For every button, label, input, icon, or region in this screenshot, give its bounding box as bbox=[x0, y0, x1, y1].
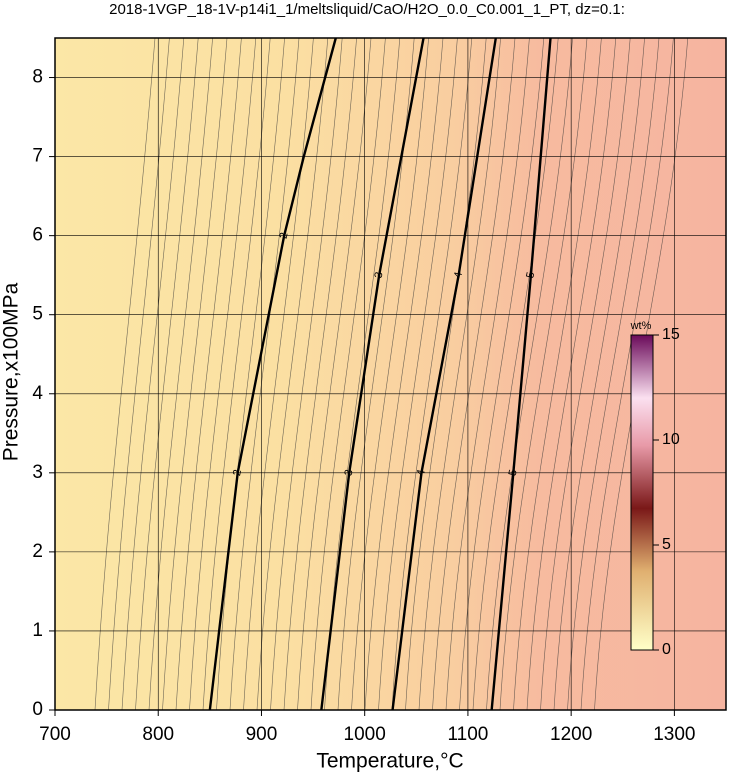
x-tick-label: 700 bbox=[39, 724, 71, 745]
y-tick-label: 4 bbox=[32, 383, 43, 404]
x-tick-label: 1300 bbox=[653, 724, 695, 745]
minor-contour bbox=[297, 37, 372, 711]
minor-contour bbox=[432, 37, 516, 711]
x-tick-label: 1100 bbox=[447, 724, 488, 745]
minor-contour bbox=[378, 37, 458, 711]
contour-label: 2 bbox=[231, 469, 244, 477]
minor-contour bbox=[189, 37, 257, 711]
colorbar-label: wt% bbox=[630, 320, 652, 332]
y-tick-label: 0 bbox=[32, 699, 43, 720]
x-tick-label: 800 bbox=[142, 724, 174, 745]
minor-contour bbox=[486, 37, 573, 711]
x-tick-label: 900 bbox=[246, 724, 278, 745]
minor-contour bbox=[135, 37, 199, 711]
frame bbox=[54, 37, 727, 711]
contour-line bbox=[391, 37, 497, 711]
contour-line bbox=[490, 37, 552, 711]
y-tick-label: 7 bbox=[32, 146, 43, 167]
y-tick-label: 1 bbox=[32, 620, 43, 641]
y-tick-label: 5 bbox=[32, 304, 43, 325]
minor-contour bbox=[148, 37, 213, 711]
colorbar bbox=[630, 334, 654, 651]
minor-contour bbox=[310, 37, 386, 711]
y-axis-label: Pressure,x100MPa bbox=[0, 282, 23, 461]
x-tick-label: 1000 bbox=[344, 724, 386, 745]
minor-contour bbox=[391, 37, 473, 711]
minor-contour bbox=[175, 37, 242, 711]
colorbar-tick-label: 15 bbox=[662, 326, 680, 343]
contour-label: 4 bbox=[452, 271, 465, 279]
contour-label: 3 bbox=[343, 469, 356, 477]
chart-title: 2018-1VGP_18-1V-p14i1_1/meltsliquid/CaO/… bbox=[109, 1, 625, 18]
colorbar-tick-label: 5 bbox=[662, 536, 671, 553]
minor-contour bbox=[283, 37, 357, 711]
y-tick-label: 8 bbox=[32, 67, 43, 88]
contour-label: 2 bbox=[278, 231, 291, 239]
colorbar-tick-label: 10 bbox=[662, 431, 680, 448]
minor-contour bbox=[580, 37, 674, 711]
contour-label: 5 bbox=[524, 271, 537, 279]
plot-background bbox=[55, 38, 726, 710]
minor-contour bbox=[540, 37, 631, 711]
contour-line bbox=[208, 37, 337, 711]
contour-label: 3 bbox=[373, 271, 386, 279]
minor-contour bbox=[270, 37, 343, 711]
minor-contour bbox=[351, 37, 429, 711]
minor-contour bbox=[162, 37, 228, 711]
contour-label: 5 bbox=[507, 469, 520, 477]
minor-contour bbox=[256, 37, 329, 711]
minor-contour bbox=[216, 37, 285, 711]
y-tick-label: 2 bbox=[32, 541, 43, 562]
y-tick-label: 3 bbox=[32, 462, 43, 483]
minor-contour bbox=[202, 37, 271, 711]
minor-contour bbox=[553, 37, 645, 711]
minor-contour bbox=[229, 37, 300, 711]
minor-contour bbox=[94, 37, 156, 711]
minor-contour bbox=[567, 37, 660, 711]
minor-contour bbox=[364, 37, 444, 711]
minor-contour bbox=[472, 37, 559, 711]
plot bbox=[54, 37, 726, 711]
contour-label: 4 bbox=[415, 469, 428, 477]
minor-contour bbox=[418, 37, 501, 711]
colorbar-tick-label: 0 bbox=[662, 641, 671, 658]
minor-contour bbox=[243, 37, 314, 711]
contour-line bbox=[320, 37, 425, 711]
y-tick-label: 6 bbox=[32, 225, 43, 246]
minor-contour bbox=[513, 37, 602, 711]
x-tick-label: 1200 bbox=[550, 724, 592, 745]
minor-contour bbox=[445, 37, 530, 711]
minor-contour bbox=[108, 37, 170, 711]
minor-contour bbox=[405, 37, 487, 711]
minor-contour bbox=[121, 37, 185, 711]
x-axis-label: Temperature,°C bbox=[316, 750, 463, 773]
minor-contour bbox=[499, 37, 588, 711]
minor-contour bbox=[526, 37, 617, 711]
